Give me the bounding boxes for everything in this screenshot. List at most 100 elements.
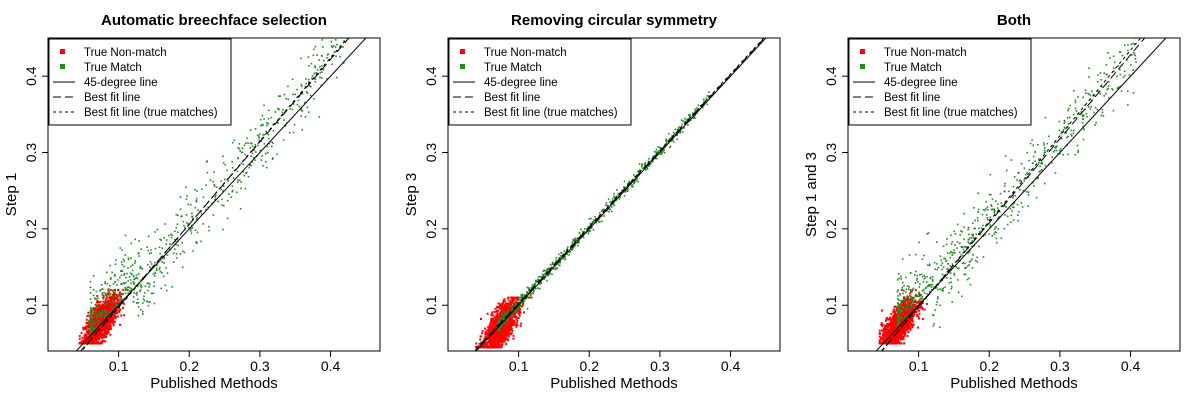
- point-match: [91, 317, 93, 319]
- point-non-match: [488, 328, 490, 330]
- point-match: [254, 144, 256, 146]
- point-match: [292, 78, 294, 80]
- point-match: [95, 311, 97, 313]
- point-match: [612, 198, 614, 200]
- point-match: [300, 84, 302, 86]
- point-match: [149, 266, 151, 268]
- point-non-match: [509, 321, 511, 323]
- point-non-match: [516, 320, 518, 322]
- point-match: [233, 177, 235, 179]
- point-non-match: [511, 299, 513, 301]
- point-non-match: [493, 333, 495, 335]
- point-match: [228, 180, 230, 182]
- point-match: [243, 163, 245, 165]
- point-match: [91, 308, 93, 310]
- x-tick-label: 0.1: [109, 358, 129, 374]
- point-match: [94, 321, 96, 323]
- point-match: [258, 137, 260, 139]
- point-match: [221, 189, 223, 191]
- point-non-match: [109, 334, 111, 336]
- point-match: [550, 264, 552, 266]
- point-match: [148, 286, 150, 288]
- point-match: [141, 287, 143, 289]
- point-match: [287, 98, 289, 100]
- point-match: [196, 190, 198, 192]
- point-match: [580, 234, 582, 236]
- point-match: [502, 318, 504, 320]
- point-match: [707, 95, 709, 97]
- point-match: [521, 297, 523, 299]
- x-tick-label: 0.1: [509, 358, 529, 374]
- point-match: [140, 267, 142, 269]
- point-non-match: [114, 315, 116, 317]
- point-non-match: [506, 325, 508, 327]
- point-match: [115, 304, 117, 306]
- point-match: [102, 288, 104, 290]
- point-match: [239, 148, 241, 150]
- point-match: [140, 284, 142, 286]
- point-match: [559, 262, 561, 264]
- point-match: [90, 322, 92, 324]
- point-match: [252, 153, 254, 155]
- point-match: [278, 109, 280, 111]
- point-match: [206, 172, 208, 174]
- point-non-match: [116, 294, 118, 296]
- point-non-match: [106, 302, 108, 304]
- point-match: [335, 46, 337, 48]
- point-match: [133, 301, 135, 303]
- point-match: [239, 150, 241, 152]
- point-match: [130, 257, 132, 259]
- point-match: [163, 262, 165, 264]
- point-match: [130, 279, 132, 281]
- point-match: [518, 298, 520, 300]
- point-match: [674, 133, 676, 135]
- legend-label: True Match: [484, 62, 542, 74]
- point-non-match: [880, 337, 882, 339]
- point-match: [279, 95, 281, 97]
- point-match: [223, 162, 225, 164]
- point-non-match: [494, 342, 496, 344]
- point-match: [268, 138, 270, 140]
- point-match: [98, 322, 100, 324]
- point-non-match: [485, 344, 487, 346]
- point-match: [664, 152, 666, 154]
- point-match: [258, 140, 260, 142]
- point-match: [102, 292, 104, 294]
- point-non-match: [516, 318, 518, 320]
- point-match: [126, 288, 128, 290]
- point-match: [523, 294, 525, 296]
- point-match: [113, 283, 115, 285]
- point-match: [146, 283, 148, 285]
- point-match: [616, 189, 618, 191]
- point-match: [217, 201, 219, 203]
- point-non-match: [112, 297, 114, 299]
- point-non-match: [86, 315, 88, 317]
- point-match: [106, 272, 108, 274]
- point-non-match: [519, 310, 521, 312]
- point-match: [147, 290, 149, 292]
- point-match: [130, 273, 132, 275]
- point-match: [112, 290, 114, 292]
- point-match: [130, 283, 132, 285]
- y-tick-label: 0.3: [23, 143, 39, 163]
- point-match: [339, 56, 341, 58]
- point-match: [293, 132, 295, 134]
- point-match: [567, 246, 569, 248]
- point-match: [93, 275, 95, 277]
- point-match: [571, 242, 573, 244]
- point-non-match: [497, 313, 499, 315]
- point-non-match: [505, 343, 507, 345]
- point-match: [154, 231, 156, 233]
- point-match: [282, 112, 284, 114]
- point-non-match: [499, 305, 501, 307]
- point-non-match: [107, 300, 109, 302]
- legend-swatch-non-match: [60, 49, 65, 54]
- point-match: [196, 200, 198, 202]
- point-non-match: [105, 328, 107, 330]
- legend-label: 45-degree line: [84, 77, 158, 89]
- point-match: [244, 175, 246, 177]
- point-non-match: [516, 297, 518, 299]
- point-non-match: [496, 346, 498, 348]
- point-non-match: [911, 289, 913, 291]
